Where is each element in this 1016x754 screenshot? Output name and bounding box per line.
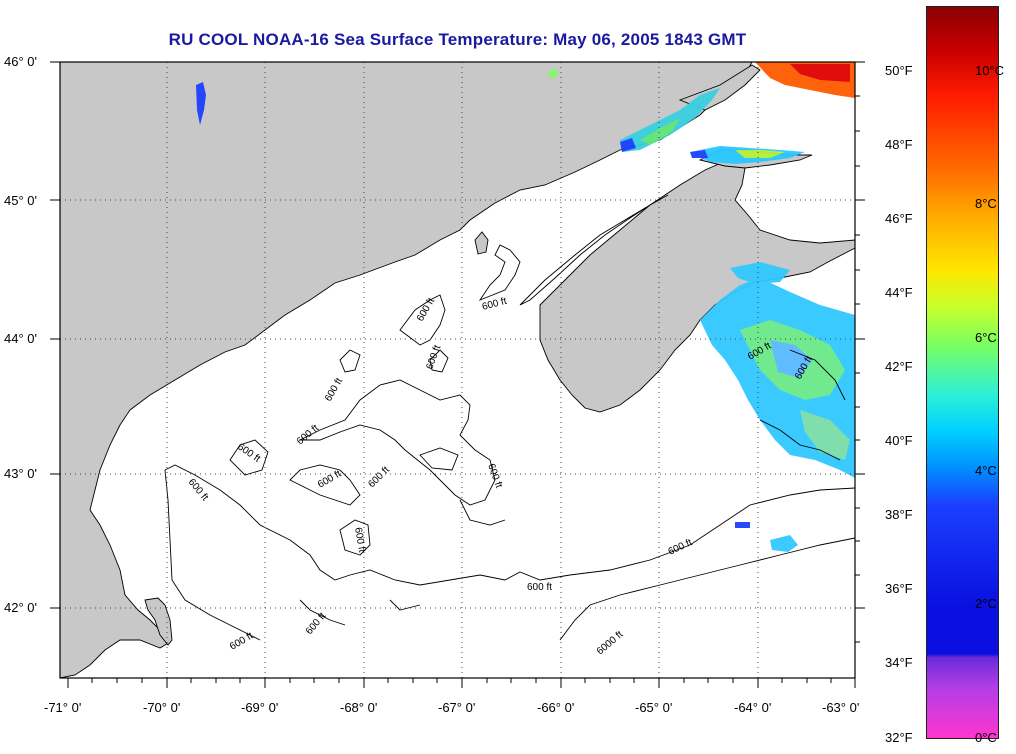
colorbar-c-label: 10°C <box>975 63 1005 78</box>
lon-label: -67° 0' <box>438 700 476 715</box>
colorbar-c-label: 2°C <box>975 596 997 611</box>
land-nova-scotia <box>539 159 856 413</box>
colorbar-f-label: 40°F <box>885 433 913 448</box>
lon-label: -70° 0' <box>143 700 181 715</box>
sst-inland-lake <box>196 82 206 125</box>
colorbar-f-label: 48°F <box>885 137 913 152</box>
colorbar-f-label: 36°F <box>885 581 913 596</box>
lon-label: -65° 0' <box>635 700 673 715</box>
lat-label: 45° 0' <box>4 193 37 208</box>
colorbar-c-label: 0°C <box>975 730 997 745</box>
colorbar-f-label: 46°F <box>885 211 913 226</box>
sst-small-patch <box>770 535 798 552</box>
lat-label: 42° 0' <box>4 600 37 615</box>
colorbar-f-label: 38°F <box>885 507 913 522</box>
lon-label: -64° 0' <box>734 700 772 715</box>
lon-label: -66° 0' <box>537 700 575 715</box>
contour-label: 600 ft <box>352 527 367 554</box>
chart-title: RU COOL NOAA-16 Sea Surface Temperature:… <box>168 30 747 49</box>
colorbar-c-label: 4°C <box>975 463 997 478</box>
lat-label: 46° 0' <box>4 54 37 69</box>
map-frame <box>59 61 856 679</box>
colorbar-c-label: 6°C <box>975 330 997 345</box>
colorbar-c-label: 8°C <box>975 196 997 211</box>
colorbar <box>926 6 999 739</box>
colorbar-f-label: 32°F <box>885 730 913 745</box>
lon-label: -63° 0' <box>822 700 860 715</box>
axis-ticks <box>50 61 865 688</box>
colorbar-f-label: 44°F <box>885 285 913 300</box>
colorbar-f-label: 50°F <box>885 63 913 78</box>
contour-label: 600 ft <box>527 582 552 593</box>
lon-label: -71° 0' <box>44 700 82 715</box>
lon-label: -68° 0' <box>340 700 378 715</box>
land-cape-cod <box>144 597 173 646</box>
sst-bay-fundy-upper <box>620 88 720 152</box>
land-grand-manan <box>474 231 489 255</box>
lon-label: -69° 0' <box>241 700 279 715</box>
sst-data <box>196 62 855 552</box>
lat-label: 44° 0' <box>4 331 37 346</box>
depth-contours <box>164 194 856 641</box>
colorbar-f-label: 42°F <box>885 359 913 374</box>
lat-label: 43° 0' <box>4 466 37 481</box>
colorbar-f-label: 34°F <box>885 655 913 670</box>
